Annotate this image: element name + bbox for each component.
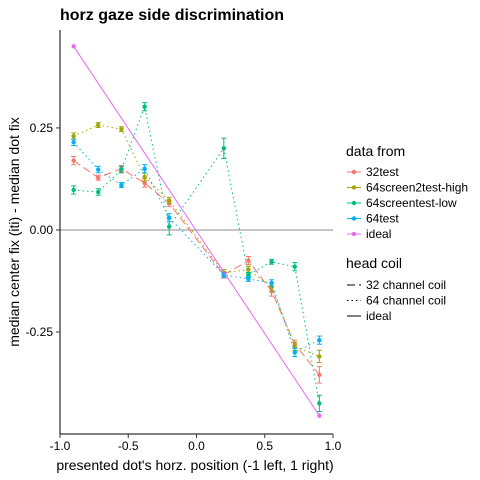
data-point <box>269 281 273 285</box>
x-axis-title: presented dot's horz. position (-1 left,… <box>56 457 333 473</box>
legend-key-point <box>352 170 356 174</box>
series-line-32test <box>74 161 320 375</box>
legend-label: ideal <box>366 227 391 241</box>
data-point <box>246 258 250 262</box>
chart-title: horz gaze side discrimination <box>60 7 284 24</box>
series-line-64test <box>74 142 320 352</box>
data-point <box>119 167 123 171</box>
series-line-64screentest-low <box>74 107 320 404</box>
series-line-64screen2test-high <box>74 125 320 356</box>
legend-linetype-title: head coil <box>346 255 402 271</box>
data-point <box>167 216 171 220</box>
data-point <box>293 264 297 268</box>
legend-key-point <box>352 201 356 205</box>
legend-entry-ideal: ideal <box>347 227 391 241</box>
legend-linetype-entry: ideal <box>347 309 391 323</box>
data-point <box>142 175 146 179</box>
legend-label: 64 channel coil <box>366 294 446 308</box>
series-32test <box>71 157 322 383</box>
y-axis-title: median center fix (iti) - median dot fix <box>6 117 22 347</box>
x-tick-label: 0.0 <box>188 439 205 453</box>
data-point <box>119 127 123 131</box>
x-tick-label: -1.0 <box>50 439 71 453</box>
data-point <box>96 123 100 127</box>
data-point <box>142 181 146 185</box>
legend-entry-64screentest-low: 64screentest-low <box>347 196 457 210</box>
series-line-ideal <box>74 46 320 415</box>
legend-label: 64test <box>366 212 399 226</box>
series-64screen2test-high <box>71 123 322 363</box>
data-point <box>167 224 171 228</box>
legend-label: 32 channel coil <box>366 278 446 292</box>
data-point <box>96 190 100 194</box>
legend-key-point <box>352 216 356 220</box>
data-point <box>222 146 226 150</box>
legend-label: 64screen2test-high <box>366 181 468 195</box>
data-point <box>96 167 100 171</box>
legend-label: 64screentest-low <box>366 196 457 210</box>
y-tick-label: 0.25 <box>30 121 54 135</box>
data-point <box>119 183 123 187</box>
legend-color-entries: 32test 64screen2test-high64screentest-low… <box>347 165 468 241</box>
x-tick-label: 1.0 <box>325 439 342 453</box>
legend-linetype-entry: 32 channel coil <box>347 278 446 292</box>
legend-entry-64test: 64test <box>347 212 399 226</box>
series-group <box>71 44 322 418</box>
x-tick-label: -0.5 <box>118 439 139 453</box>
data-point <box>96 176 100 180</box>
legend-label: ideal <box>366 309 391 323</box>
data-point <box>246 277 250 281</box>
axes: -1.0 -0.5 0.0 0.5 1.0 -0.25 0.00 0.25 <box>26 30 342 453</box>
data-point <box>71 188 75 192</box>
legend-label: 32test <box>366 165 399 179</box>
data-point <box>317 354 321 358</box>
data-point <box>317 413 321 417</box>
series-64test <box>71 139 322 357</box>
data-point <box>71 44 75 48</box>
y-tick-label: 0.00 <box>30 223 54 237</box>
legend-color-title: data from <box>346 143 405 159</box>
data-point <box>71 134 75 138</box>
legend-entry-32test: 32test <box>347 165 399 179</box>
legend-key-point <box>352 185 356 189</box>
legend-key-point <box>352 232 356 236</box>
y-tick-label: -0.25 <box>26 325 54 339</box>
data-point <box>71 158 75 162</box>
series-ideal <box>71 44 321 418</box>
x-tick-label: 0.5 <box>256 439 273 453</box>
data-point <box>167 198 171 202</box>
data-point <box>317 401 321 405</box>
data-point <box>142 167 146 171</box>
legend: data from 32test 64screen2test-high64scre… <box>346 143 468 323</box>
data-point <box>317 373 321 377</box>
series-64screentest-low <box>71 103 322 412</box>
legend-linetype-entry: 64 channel coil <box>347 294 446 308</box>
data-point <box>269 260 273 264</box>
data-point <box>293 350 297 354</box>
legend-entry-64screen2test-high: 64screen2test-high <box>347 181 468 195</box>
data-point <box>71 140 75 144</box>
data-point <box>317 338 321 342</box>
data-point <box>142 105 146 109</box>
